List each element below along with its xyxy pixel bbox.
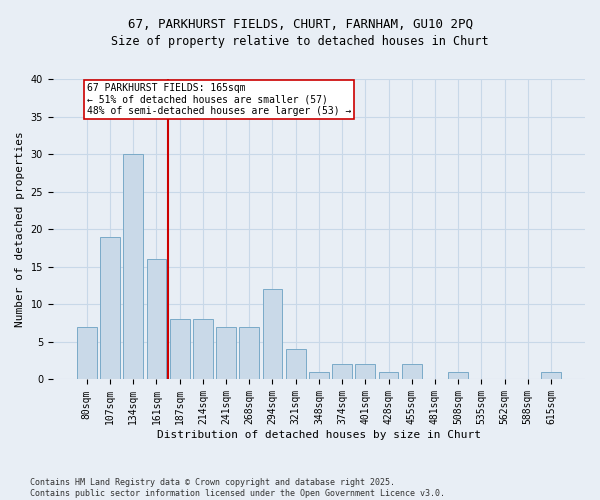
Bar [146,260,166,380]
Bar [100,236,120,380]
Bar [286,350,305,380]
Bar [216,327,236,380]
Bar [77,327,97,380]
Bar [402,364,422,380]
Bar [355,364,375,380]
X-axis label: Distribution of detached houses by size in Churt: Distribution of detached houses by size … [157,430,481,440]
Text: Size of property relative to detached houses in Churt: Size of property relative to detached ho… [111,35,489,48]
Text: Contains HM Land Registry data © Crown copyright and database right 2025.
Contai: Contains HM Land Registry data © Crown c… [30,478,445,498]
Y-axis label: Number of detached properties: Number of detached properties [15,132,25,327]
Text: 67, PARKHURST FIELDS, CHURT, FARNHAM, GU10 2PQ: 67, PARKHURST FIELDS, CHURT, FARNHAM, GU… [128,18,473,30]
Bar [541,372,561,380]
Bar [124,154,143,380]
Bar [332,364,352,380]
Bar [239,327,259,380]
Bar [170,320,190,380]
Bar [263,290,283,380]
Bar [309,372,329,380]
Text: 67 PARKHURST FIELDS: 165sqm
← 51% of detached houses are smaller (57)
48% of sem: 67 PARKHURST FIELDS: 165sqm ← 51% of det… [87,83,351,116]
Bar [448,372,468,380]
Bar [379,372,398,380]
Bar [193,320,213,380]
